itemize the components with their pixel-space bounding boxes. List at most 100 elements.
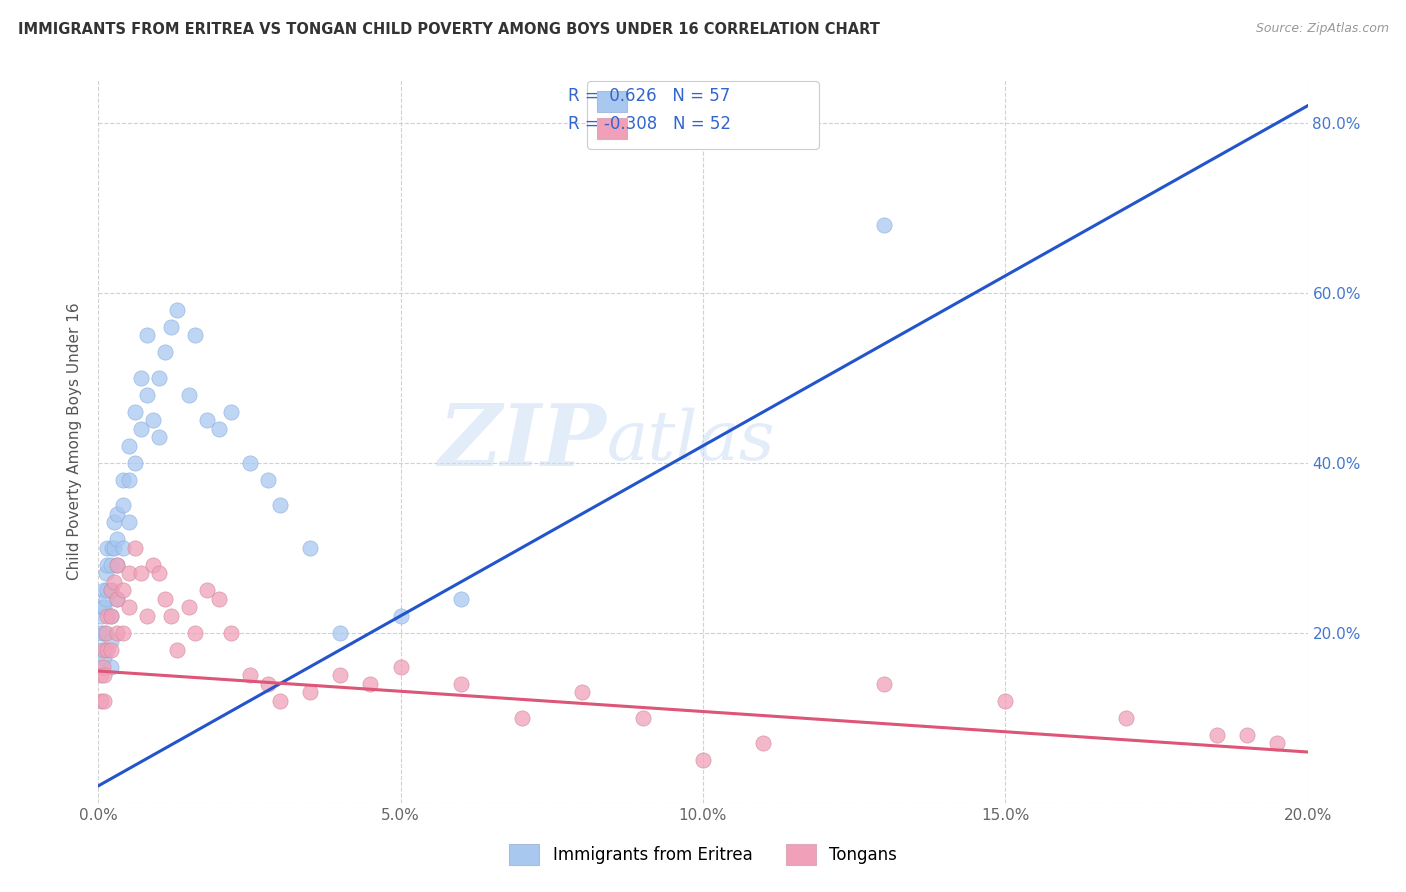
Point <box>96 558 118 572</box>
Point <box>105 625 128 640</box>
Point <box>105 591 128 606</box>
Text: ZIP: ZIP <box>439 400 606 483</box>
Point <box>111 473 134 487</box>
Point <box>129 422 152 436</box>
Point <box>631 711 654 725</box>
Point <box>450 591 472 606</box>
Point <box>93 625 115 640</box>
Point <box>100 583 122 598</box>
Point <box>510 711 533 725</box>
Point <box>100 583 122 598</box>
Point <box>111 498 134 512</box>
Point <box>100 634 122 648</box>
Point <box>93 694 115 708</box>
Point <box>389 608 412 623</box>
Point <box>90 608 112 623</box>
Point <box>208 422 231 436</box>
Point <box>329 668 352 682</box>
Point <box>100 558 122 572</box>
Point <box>103 574 125 589</box>
Point <box>93 651 115 665</box>
Text: atlas: atlas <box>606 409 775 475</box>
Point <box>195 583 218 598</box>
Point <box>1267 736 1289 750</box>
Point <box>100 642 122 657</box>
Point <box>111 625 134 640</box>
Point <box>1236 728 1258 742</box>
Point <box>93 583 115 598</box>
Legend:                                  ,                                  : , <box>588 81 818 149</box>
Text: R =  0.626   N = 57: R = 0.626 N = 57 <box>568 87 730 104</box>
Point <box>135 608 157 623</box>
Point <box>299 541 322 555</box>
Point <box>90 694 112 708</box>
Point <box>100 541 122 555</box>
Point <box>93 600 115 615</box>
Point <box>111 583 134 598</box>
Point <box>90 642 112 657</box>
Point <box>103 541 125 555</box>
Point <box>90 668 112 682</box>
Point <box>90 625 112 640</box>
Point <box>184 328 207 343</box>
Point <box>118 473 141 487</box>
Point <box>111 541 134 555</box>
Point <box>1206 728 1229 742</box>
Point <box>360 677 382 691</box>
Legend: Immigrants from Eritrea, Tongans: Immigrants from Eritrea, Tongans <box>499 834 907 875</box>
Point <box>692 753 714 767</box>
Point <box>100 660 122 674</box>
Point <box>450 677 472 691</box>
Point <box>91 660 114 674</box>
Point <box>100 608 122 623</box>
Point <box>129 371 152 385</box>
Point <box>94 625 117 640</box>
Text: Source: ZipAtlas.com: Source: ZipAtlas.com <box>1256 22 1389 36</box>
Point <box>195 413 218 427</box>
Text: IMMIGRANTS FROM ERITREA VS TONGAN CHILD POVERTY AMONG BOYS UNDER 16 CORRELATION : IMMIGRANTS FROM ERITREA VS TONGAN CHILD … <box>18 22 880 37</box>
Point <box>994 694 1017 708</box>
Point <box>118 516 141 530</box>
Point <box>94 566 117 581</box>
Point <box>100 608 122 623</box>
Point <box>105 558 128 572</box>
Point <box>142 558 165 572</box>
Y-axis label: Child Poverty Among Boys Under 16: Child Poverty Among Boys Under 16 <box>67 302 83 581</box>
Point <box>135 388 157 402</box>
Point <box>221 405 243 419</box>
Point <box>93 642 115 657</box>
Point <box>96 642 118 657</box>
Point <box>96 583 118 598</box>
Point <box>299 685 322 699</box>
Point <box>389 660 412 674</box>
Point <box>873 677 896 691</box>
Point <box>105 533 128 547</box>
Point <box>105 507 128 521</box>
Point <box>239 456 262 470</box>
Point <box>118 600 141 615</box>
Point <box>160 319 183 334</box>
Point <box>118 566 141 581</box>
Point <box>256 473 278 487</box>
Point <box>96 608 118 623</box>
Point <box>148 371 170 385</box>
Point <box>160 608 183 623</box>
Point <box>90 660 112 674</box>
Point <box>105 591 128 606</box>
Point <box>153 345 176 359</box>
Point <box>256 677 278 691</box>
Point <box>269 694 291 708</box>
Point <box>148 566 170 581</box>
Point <box>208 591 231 606</box>
Point <box>124 405 146 419</box>
Point <box>166 642 188 657</box>
Point <box>129 566 152 581</box>
Point <box>142 413 165 427</box>
Point <box>239 668 262 682</box>
Point <box>269 498 291 512</box>
Point <box>1115 711 1137 725</box>
Point <box>571 685 593 699</box>
Point <box>166 302 188 317</box>
Point <box>93 668 115 682</box>
Point <box>96 541 118 555</box>
